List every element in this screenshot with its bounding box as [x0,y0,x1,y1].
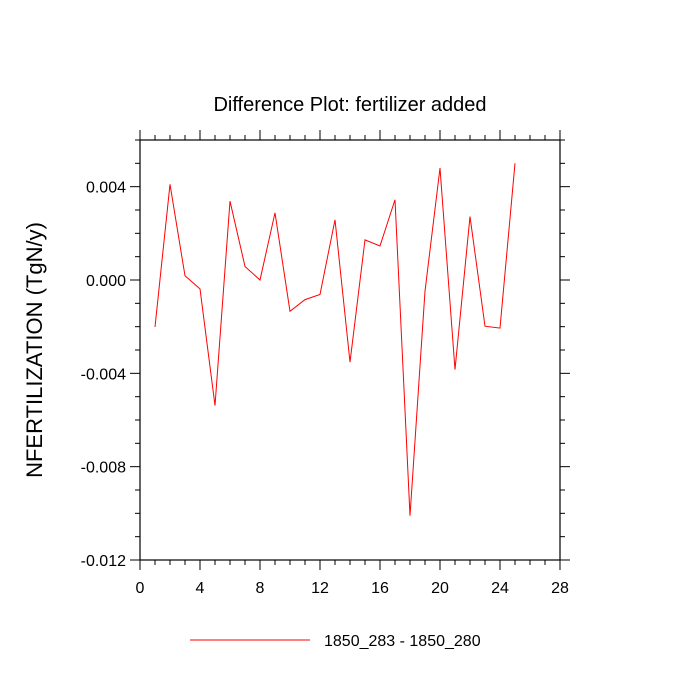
x-tick-label: 0 [136,580,145,597]
y-tick-label: 0.000 [86,273,126,290]
series-line [154,163,516,516]
axes: 0 4 8 12 16 20 24 28 -0.012 -0.008 -0.004 0.000 0.00… [81,130,570,597]
series-group [154,163,516,516]
x-tick-label: 4 [196,580,205,597]
x-tick-label: 12 [311,580,329,597]
plot-frame [139,139,561,561]
legend: 1850_283 - 1850_280 [190,633,481,650]
legend-label: 1850_283 - 1850_280 [324,633,481,650]
x-tick-label: 8 [256,580,265,597]
x-tick-label: 20 [431,580,449,597]
y-tick-label: -0.012 [81,553,126,570]
y-tick-label: 0.004 [86,180,126,197]
chart-title: Difference Plot: fertilizer added [213,94,486,116]
x-tick-label: 28 [551,580,569,597]
y-tick-label: -0.008 [81,460,126,477]
x-tick-label: 16 [371,580,389,597]
y-axis-label: NFERTILIZATION (TgN/y) [22,222,47,478]
x-tick-label: 24 [491,580,509,597]
y-tick-label: -0.004 [81,366,126,383]
